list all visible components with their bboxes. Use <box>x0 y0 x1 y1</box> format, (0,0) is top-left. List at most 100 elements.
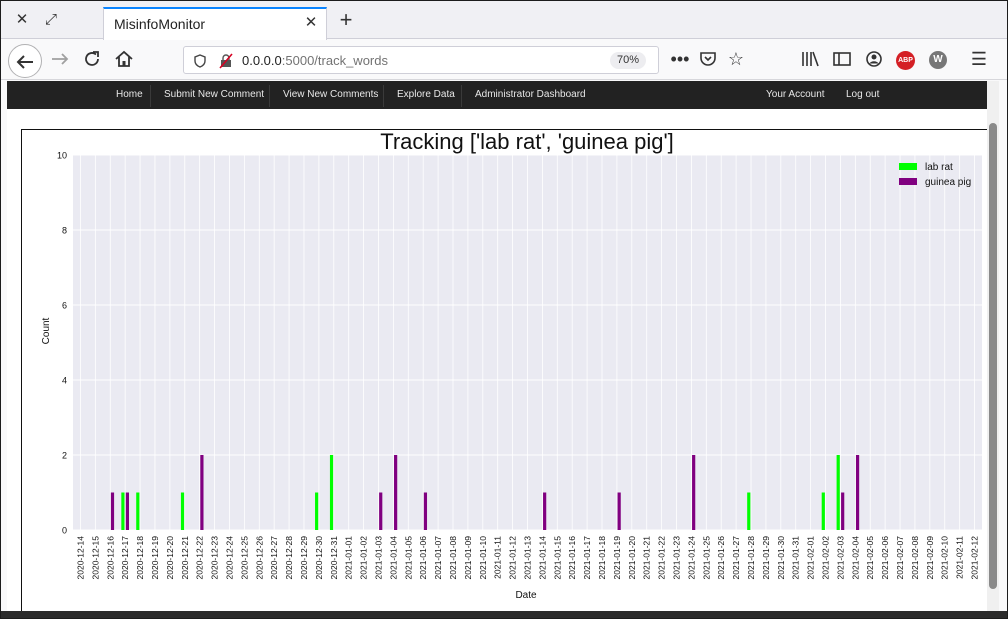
forward-icon[interactable] <box>49 48 71 70</box>
bar-guinea-pig <box>379 492 383 530</box>
x-tick-label: 2021-01-25 <box>701 536 711 580</box>
bar-guinea-pig <box>855 455 860 530</box>
x-tick-label: 2021-01-02 <box>359 536 369 580</box>
shield-icon[interactable] <box>192 53 208 69</box>
chart-frame: Tracking ['lab rat', 'guinea pig'] Count… <box>21 129 987 611</box>
x-tick-label: 2020-12-14 <box>75 536 85 580</box>
x-tick-label: 2020-12-18 <box>135 536 145 580</box>
x-tick-label: 2020-12-25 <box>239 536 249 580</box>
page-actions-icon[interactable]: ••• <box>670 49 690 69</box>
x-tick-label: 2020-12-23 <box>210 536 220 580</box>
y-tick-label: 2 <box>62 451 67 461</box>
nav-view-new-comments[interactable]: View New Comments <box>283 89 379 100</box>
x-tick-label: 2021-01-27 <box>731 536 741 580</box>
hamburger-menu-icon[interactable]: ☰ <box>970 49 988 69</box>
bar-guinea-pig <box>617 492 621 530</box>
extension-w-icon[interactable]: W <box>929 51 947 69</box>
x-tick-label: 2021-01-31 <box>791 536 801 580</box>
x-tick-label: 2020-12-22 <box>195 536 205 580</box>
pocket-icon[interactable] <box>697 48 719 70</box>
home-icon[interactable] <box>113 48 135 70</box>
bar-guinea-pig <box>200 455 204 530</box>
bar-guinea-pig <box>110 492 115 530</box>
nav-submit-new-comment[interactable]: Submit New Comment <box>164 89 265 100</box>
adblock-plus-icon[interactable]: ABP <box>896 51 915 70</box>
nav-administrator-dashboard[interactable]: Administrator Dashboard <box>475 89 586 100</box>
x-tick-label: 2020-12-19 <box>150 536 160 580</box>
x-tick-label: 2021-02-01 <box>806 536 816 580</box>
x-tick-label: 2020-12-29 <box>299 536 309 580</box>
x-tick-label: 2021-01-14 <box>537 536 547 580</box>
url-host: 0.0.0.0 <box>242 53 282 68</box>
navigation-toolbar: 0.0.0.0:5000/track_words 70% ••• ☆ ABP W… <box>1 40 1007 80</box>
y-tick-label: 0 <box>62 526 67 536</box>
x-tick-label: 2021-02-08 <box>910 536 920 580</box>
nav-divider <box>269 85 270 107</box>
bar-lab-rat <box>121 492 125 530</box>
x-tick-label: 2021-02-03 <box>835 536 845 580</box>
bar-guinea-pig <box>692 455 696 530</box>
sidebar-icon[interactable] <box>831 48 853 70</box>
chart-title: Tracking ['lab rat', 'guinea pig'] <box>380 130 674 154</box>
library-icon[interactable] <box>799 48 821 70</box>
scrollbar-thumb[interactable] <box>989 123 997 589</box>
x-tick-label: 2021-01-24 <box>686 536 696 580</box>
x-tick-label: 2021-01-11 <box>493 536 503 579</box>
x-tick-label: 2020-12-28 <box>284 536 294 580</box>
bar-lab-rat <box>315 492 319 530</box>
x-tick-label: 2021-01-30 <box>776 536 786 580</box>
account-icon[interactable] <box>863 48 885 70</box>
back-button[interactable] <box>8 44 42 78</box>
x-tick-label: 2021-02-12 <box>970 536 980 580</box>
x-tick-label: 2020-12-21 <box>180 536 190 580</box>
x-tick-label: 2021-01-13 <box>523 536 533 580</box>
back-arrow-icon <box>16 55 33 69</box>
x-tick-label: 2021-01-23 <box>672 536 682 580</box>
bar-lab-rat <box>329 455 334 530</box>
bar-guinea-pig <box>125 492 129 530</box>
bar-guinea-pig <box>394 455 398 530</box>
bookmark-star-icon[interactable]: ☆ <box>727 49 745 69</box>
tab-misinfomonitor[interactable]: MisinfoMonitor ✕ <box>103 7 327 40</box>
legend-label: lab rat <box>925 162 953 173</box>
y-tick-label: 4 <box>62 376 67 386</box>
page-content: Home Submit New Comment View New Comment… <box>7 81 987 611</box>
x-tick-label: 2020-12-30 <box>314 536 324 580</box>
x-tick-label: 2021-02-11 <box>955 536 965 579</box>
bar-lab-rat <box>180 492 185 530</box>
x-tick-label: 2020-12-31 <box>329 536 339 580</box>
nav-divider <box>383 85 384 107</box>
legend-swatch <box>899 178 917 185</box>
x-tick-label: 2021-01-15 <box>552 536 562 580</box>
url-path: :5000/track_words <box>281 53 388 68</box>
reload-icon[interactable] <box>81 48 103 70</box>
insecure-lock-icon[interactable] <box>218 53 234 69</box>
x-tick-label: 2021-01-20 <box>627 536 637 580</box>
vertical-scrollbar[interactable] <box>987 81 999 611</box>
close-window-icon[interactable]: ✕ <box>15 11 29 28</box>
x-tick-label: 2021-01-18 <box>597 536 607 580</box>
y-tick-label: 10 <box>57 151 67 161</box>
nav-explore-data[interactable]: Explore Data <box>397 89 455 100</box>
nav-log-out[interactable]: Log out <box>846 89 880 100</box>
tab-title: MisinfoMonitor <box>114 16 206 32</box>
x-tick-label: 2020-12-27 <box>269 536 279 580</box>
x-tick-label: 2021-01-03 <box>373 536 383 580</box>
bar-lab-rat <box>836 455 840 530</box>
legend-label: guinea pig <box>925 177 971 188</box>
bar-lab-rat <box>747 492 751 530</box>
tab-close-icon[interactable]: ✕ <box>304 14 318 31</box>
maximize-icon[interactable]: ⤢ <box>44 11 57 28</box>
bar-lab-rat <box>821 492 825 530</box>
nav-home[interactable]: Home <box>116 89 143 100</box>
x-tick-label: 2021-01-04 <box>388 536 398 580</box>
nav-divider <box>150 85 151 107</box>
legend-swatch <box>899 163 917 170</box>
x-tick-label: 2020-12-20 <box>165 536 175 580</box>
new-tab-icon[interactable]: + <box>339 7 353 32</box>
url-bar[interactable]: 0.0.0.0:5000/track_words 70% <box>183 46 659 74</box>
url-text[interactable]: 0.0.0.0:5000/track_words <box>242 53 388 68</box>
x-tick-label: 2021-01-22 <box>657 536 667 580</box>
nav-your-account[interactable]: Your Account <box>766 89 825 100</box>
zoom-indicator[interactable]: 70% <box>610 52 646 69</box>
